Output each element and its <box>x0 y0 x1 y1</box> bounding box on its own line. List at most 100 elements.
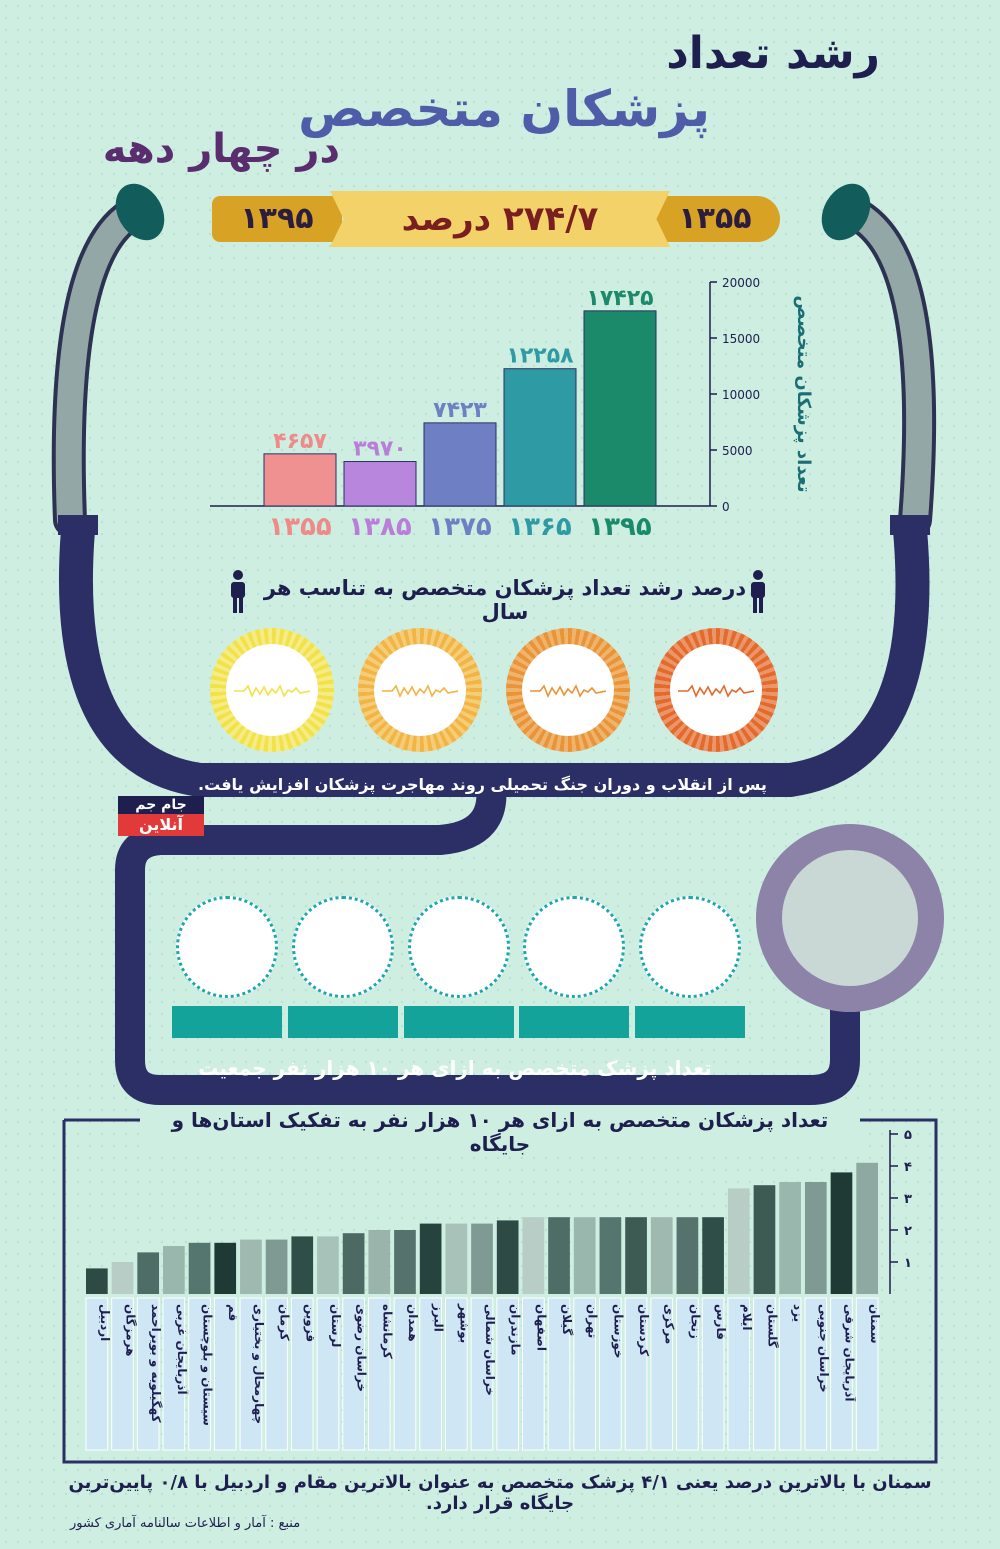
bar <box>423 422 497 507</box>
category-box <box>727 1297 751 1451</box>
bar-value-label: ۱۷۴۲۵ <box>586 286 653 311</box>
growth-badge <box>358 628 482 752</box>
title-line-1: رشد تعداد <box>666 28 880 79</box>
bar <box>727 1188 750 1294</box>
category-box <box>136 1297 160 1451</box>
province-label: قم <box>226 1304 240 1321</box>
province-label: مازندران <box>509 1304 523 1356</box>
y-tick-label: ۱ <box>904 1256 912 1271</box>
province-label: همدان <box>406 1304 420 1342</box>
pulse-icon <box>382 684 458 698</box>
province-label: بوشهر <box>456 1303 471 1343</box>
province-label: آذربایجان غربی <box>175 1304 190 1395</box>
bar <box>583 310 657 507</box>
category-box <box>676 1297 699 1451</box>
x-tick-label: ۱۳۹۵ <box>588 512 652 542</box>
x-tick-label: ۱۳۸۵ <box>348 512 412 542</box>
category-box <box>470 1297 494 1451</box>
category-box <box>111 1297 134 1451</box>
growth-badge <box>654 628 778 752</box>
bar-value-label: ۳۹۷۰ <box>353 437 407 462</box>
density-year <box>519 1006 629 1038</box>
province-label: قزوین <box>302 1304 317 1342</box>
bar <box>804 1182 827 1294</box>
banner-year-start: ۱۳۵۵ <box>650 196 780 242</box>
bar <box>573 1217 596 1294</box>
category-box <box>573 1297 597 1451</box>
province-chart-title: تعداد پزشکان متخصص به ازای هر ۱۰ هزار نف… <box>140 1108 860 1156</box>
bar <box>188 1242 211 1294</box>
bar <box>503 368 577 507</box>
province-label: فارس <box>714 1304 728 1340</box>
province-label: البرز <box>432 1303 446 1332</box>
province-label: کرمانشاه <box>380 1304 394 1359</box>
density-card <box>519 896 629 1038</box>
category-box <box>830 1297 853 1451</box>
y-tick-label: 15000 <box>722 332 760 346</box>
category-box <box>547 1297 571 1451</box>
bar <box>856 1162 878 1294</box>
category-box <box>213 1297 237 1451</box>
bar <box>702 1217 724 1294</box>
y-tick-label: ۳ <box>904 1192 912 1207</box>
bar <box>263 453 337 507</box>
province-label: گلستان <box>765 1304 779 1348</box>
pulse-icon <box>234 684 310 698</box>
person-icon <box>751 570 765 613</box>
bar <box>676 1217 699 1294</box>
bar <box>214 1242 237 1294</box>
bar <box>394 1230 416 1294</box>
bar <box>317 1236 339 1294</box>
category-box <box>316 1297 340 1451</box>
bar <box>599 1217 622 1294</box>
bar-value-label: ۴۶۵۷ <box>273 429 327 454</box>
province-label: یزد <box>791 1304 805 1322</box>
y-tick-label: ۲ <box>904 1224 912 1239</box>
y-tick-label: ۴ <box>904 1160 912 1175</box>
y-tick-label: ۵ <box>904 1128 912 1143</box>
density-card <box>172 896 282 1038</box>
density-circle <box>176 896 278 998</box>
province-label: خراسان رضوی <box>354 1304 369 1392</box>
province-label: کهگیلویه و بویراحمد <box>148 1304 163 1423</box>
province-label: سیستان و بلوچستان <box>200 1304 215 1426</box>
y-tick-label: 20000 <box>722 276 760 290</box>
source-note: منبع : آمار و اطلاعات سالنامه آماری کشور <box>70 1516 301 1531</box>
province-label: خراسان جنوبی <box>816 1304 831 1393</box>
growth-badge <box>506 628 630 752</box>
province-label: آذربایجان شرقی <box>842 1304 857 1402</box>
x-tick-label: ۱۳۵۵ <box>268 512 332 542</box>
category-box <box>650 1297 674 1451</box>
province-label: گیلان <box>560 1304 574 1335</box>
density-card <box>635 896 745 1038</box>
bar <box>111 1262 134 1294</box>
bar <box>419 1223 442 1294</box>
province-label: اصفهان <box>534 1304 548 1351</box>
bar-value-label: ۷۴۲۳ <box>433 398 487 423</box>
bar <box>342 1233 365 1294</box>
category-box <box>393 1297 417 1451</box>
title-line-2: پزشکان متخصص <box>298 80 710 138</box>
province-label: کردستان <box>637 1304 651 1356</box>
pulse-icon <box>678 684 754 698</box>
bar <box>265 1239 288 1294</box>
category-box <box>753 1297 776 1451</box>
density-year <box>635 1006 745 1038</box>
province-bar-chart: ۱ ۲ ۳ ۴ ۵ اردبیل هرمزگان کهگیلویه و بویراحمد آذر… <box>85 1128 912 1451</box>
province-label: هرمزگان <box>124 1304 138 1356</box>
category-box <box>599 1297 622 1451</box>
category-box <box>855 1297 879 1451</box>
summary-note: سمنان با بالاترین درصد یعنی ۴/۱ پزشک متخ… <box>68 1472 932 1514</box>
density-circle <box>523 896 625 998</box>
province-label: اردبیل <box>98 1304 112 1341</box>
bar <box>779 1182 801 1294</box>
bar <box>163 1246 185 1294</box>
bar <box>343 461 417 507</box>
person-icon <box>231 570 245 613</box>
province-label: ایلام <box>739 1304 754 1331</box>
growth-badge <box>210 628 334 752</box>
banner-year-end: ۱۳۹۵ <box>212 196 342 242</box>
y-axis-title: تعداد پزشکان متخصص <box>793 295 814 492</box>
province-label: سمنان <box>868 1304 882 1344</box>
